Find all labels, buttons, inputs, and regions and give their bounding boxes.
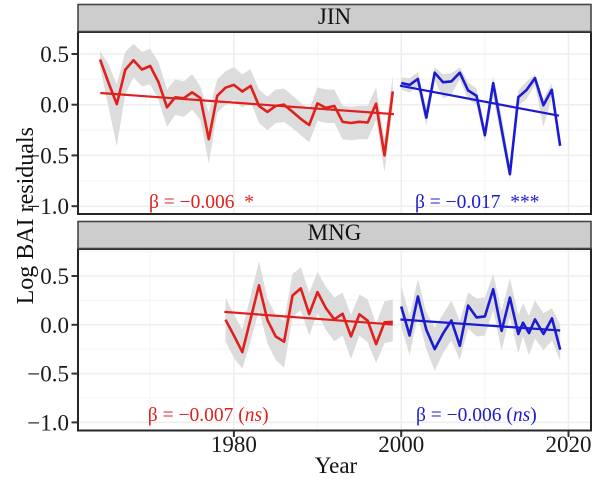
svg-text:Year: Year <box>315 453 358 478</box>
svg-text:β = −0.006 (ns): β = −0.006 (ns) <box>416 405 537 426</box>
svg-text:0.5: 0.5 <box>40 42 69 67</box>
svg-text:β = −0.006 *: β = −0.006 * <box>149 192 254 213</box>
svg-text:MNG: MNG <box>308 220 362 245</box>
svg-text:−1.0: −1.0 <box>27 410 69 435</box>
svg-text:JIN: JIN <box>318 4 352 29</box>
svg-text:0.5: 0.5 <box>40 264 69 289</box>
svg-text:1980: 1980 <box>211 432 257 457</box>
svg-text:2000: 2000 <box>378 432 424 457</box>
svg-text:β = −0.007 (ns): β = −0.007 (ns) <box>148 405 269 426</box>
svg-text:−0.5: −0.5 <box>27 362 69 387</box>
svg-text:0.0: 0.0 <box>40 93 69 118</box>
svg-text:0.0: 0.0 <box>40 313 69 338</box>
svg-text:β = −0.017 ***: β = −0.017 *** <box>415 192 540 213</box>
svg-text:−0.5: −0.5 <box>27 143 69 168</box>
svg-text:−1.0: −1.0 <box>27 194 69 219</box>
svg-text:2020: 2020 <box>546 432 592 457</box>
svg-text:Log BAI residuals: Log BAI residuals <box>13 127 39 304</box>
